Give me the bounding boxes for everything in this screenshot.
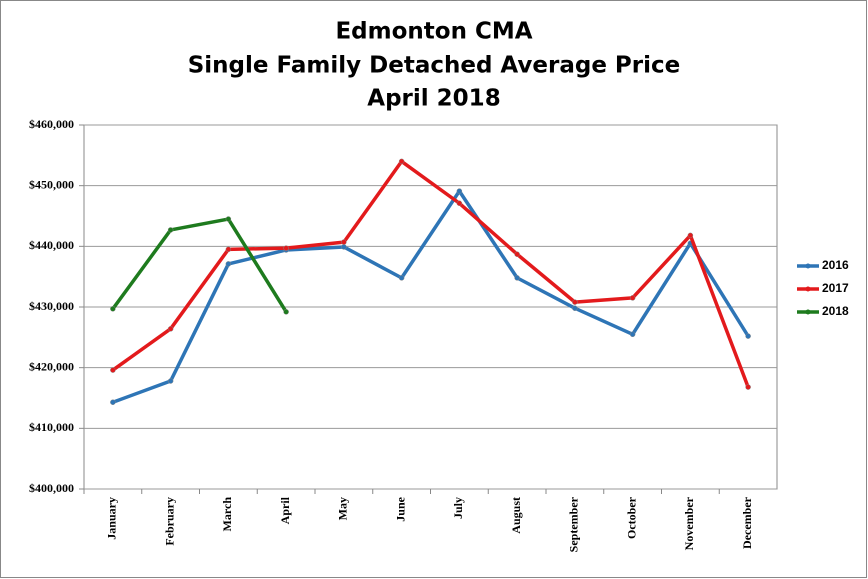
series-point xyxy=(167,227,174,233)
series-point xyxy=(514,275,520,281)
series-point xyxy=(745,333,751,339)
series-point xyxy=(341,244,347,250)
series-point xyxy=(341,239,347,245)
series-point xyxy=(687,232,694,239)
x-tick-label: May xyxy=(336,497,350,520)
legend-label: 2017 xyxy=(822,281,849,295)
series-point xyxy=(110,306,116,312)
series-point xyxy=(629,295,636,301)
chart-title: Single Family Detached Average Price xyxy=(188,53,681,79)
y-tick-label: $440,000 xyxy=(29,238,74,252)
y-tick-label: $450,000 xyxy=(29,177,74,191)
series-point xyxy=(283,309,289,315)
series-line xyxy=(111,159,750,388)
series-point xyxy=(398,158,405,165)
series-point xyxy=(283,245,289,251)
x-tick-label: July xyxy=(451,497,465,519)
series-line xyxy=(111,217,288,313)
x-tick-label: January xyxy=(105,497,119,540)
y-tick-label: $430,000 xyxy=(29,299,74,313)
series-point xyxy=(456,188,463,194)
series-point xyxy=(167,326,174,332)
x-tick-label: June xyxy=(393,496,407,521)
x-tick-label: November xyxy=(682,496,696,550)
y-tick-label: $420,000 xyxy=(29,359,74,373)
series-point xyxy=(456,200,463,207)
series-point xyxy=(110,399,116,405)
chart-title: April 2018 xyxy=(367,86,500,112)
legend-marker xyxy=(805,263,811,269)
chart-title: Edmonton CMA xyxy=(335,19,532,45)
y-tick-label: $400,000 xyxy=(29,481,74,495)
series-point xyxy=(398,275,405,281)
x-tick-label: October xyxy=(624,496,638,539)
series-point xyxy=(110,367,116,373)
series-point xyxy=(514,251,520,257)
x-tick-label: February xyxy=(162,497,176,546)
x-tick-label: December xyxy=(740,496,754,549)
series-point xyxy=(225,246,232,253)
series-line xyxy=(112,189,750,404)
x-tick-label: August xyxy=(509,497,523,534)
x-tick-label: September xyxy=(567,496,581,552)
y-tick-label: $410,000 xyxy=(29,420,74,434)
series-point xyxy=(745,384,751,390)
series-point xyxy=(572,299,578,305)
y-tick-label: $460,000 xyxy=(29,117,74,131)
legend-marker xyxy=(805,286,811,292)
x-tick-label: March xyxy=(220,497,234,532)
series-point xyxy=(572,305,578,311)
series-point xyxy=(629,331,636,338)
series-point xyxy=(225,261,232,267)
x-tick-label: April xyxy=(278,496,292,524)
legend-label: 2018 xyxy=(822,304,849,318)
series-point xyxy=(167,378,174,384)
legend-label: 2016 xyxy=(822,258,849,272)
legend-marker xyxy=(805,309,811,315)
series-point xyxy=(225,216,232,222)
